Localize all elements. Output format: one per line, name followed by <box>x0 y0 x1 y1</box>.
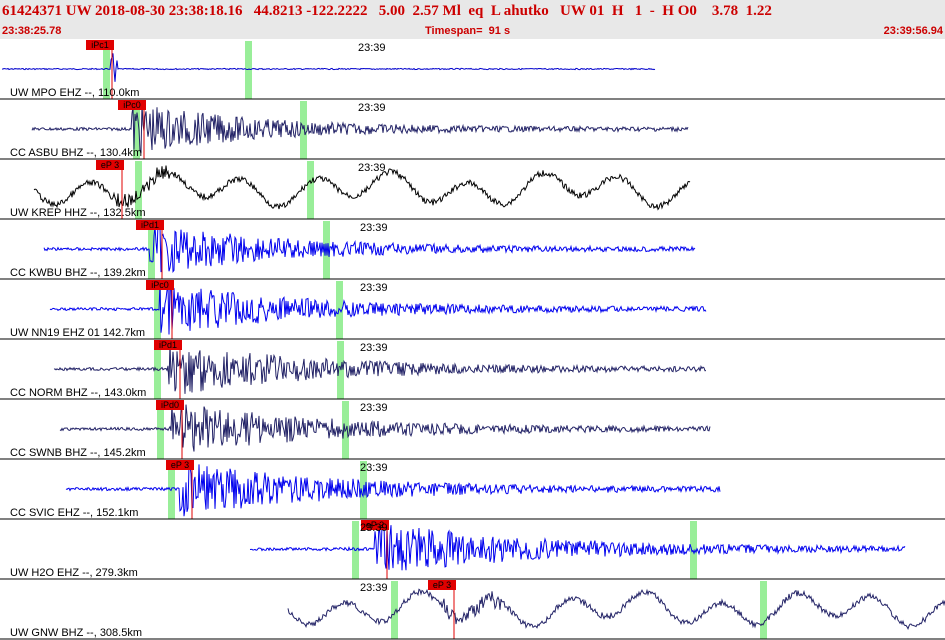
trace-panel[interactable]: iPd1 23:39 CC NORM BHZ --, 143.0km <box>0 340 945 400</box>
trace-panel[interactable]: iPc0 23:39 CC ASBU BHZ --, 130.4km <box>0 100 945 160</box>
seismogram-trace <box>1 53 656 82</box>
seismogram-trace <box>287 588 945 630</box>
station-label: UW KREP HHZ --, 132.5km <box>10 207 146 219</box>
pick-label: eP 2 <box>366 520 384 530</box>
pick-label: iPd1 <box>141 220 159 230</box>
station-label: CC ASBU BHZ --, 130.4km <box>10 147 142 159</box>
window-end-time: 23:39:56.94 <box>883 25 943 37</box>
phase-window-marker <box>157 401 164 459</box>
pick-label: iPc0 <box>123 100 141 110</box>
phase-window-marker <box>307 161 314 219</box>
timespan-label: Timespan= 91 s <box>425 25 511 37</box>
time-marker-label: 23:39 <box>360 222 388 234</box>
phase-window-marker <box>690 521 697 579</box>
trace-panel[interactable]: eP 223:39 UW H2O EHZ --, 279.3km <box>0 520 945 580</box>
station-label: UW H2O EHZ --, 279.3km <box>10 567 138 579</box>
phase-window-marker <box>133 101 140 159</box>
phase-window-marker <box>336 281 343 339</box>
pick-tag[interactable] <box>136 220 164 230</box>
pick-label: iPc0 <box>151 280 169 290</box>
pick-label: eP 3 <box>433 580 451 590</box>
time-marker-label: 23:39 <box>358 102 386 114</box>
seismogram-trace <box>59 401 711 452</box>
trace-panel[interactable]: eP 3 23:39 UW KREP HHZ --, 132.5km <box>0 160 945 220</box>
seismogram-trace <box>249 524 906 571</box>
phase-window-marker <box>103 41 110 99</box>
pick-tag[interactable] <box>86 40 114 50</box>
station-label: UW GNW BHZ --, 308.5km <box>10 627 142 639</box>
trace-panel[interactable]: iPd1 23:39 CC KWBU BHZ --, 139.2km <box>0 220 945 280</box>
time-marker-label: 23:39 <box>360 522 388 534</box>
phase-window-marker <box>300 101 307 159</box>
pick-tag[interactable] <box>156 400 184 410</box>
phase-window-marker <box>760 581 767 639</box>
trace-panel[interactable]: iPc0 23:39 UW NN19 EHZ 01 142.7km <box>0 280 945 340</box>
pick-tag[interactable] <box>166 460 194 470</box>
pick-tag[interactable] <box>96 160 124 170</box>
time-marker-label: 23:39 <box>360 342 388 354</box>
seismogram-trace <box>49 283 707 335</box>
phase-window-marker <box>135 161 142 219</box>
phase-window-marker <box>245 41 252 99</box>
time-marker-label: 23:39 <box>360 402 388 414</box>
pick-tag[interactable] <box>154 340 182 350</box>
pick-tag[interactable] <box>146 280 174 290</box>
pick-label: iPc1 <box>91 40 109 50</box>
time-marker-label: 23:39 <box>360 582 388 594</box>
pick-label: iPd1 <box>159 340 177 350</box>
seismogram-trace <box>43 223 696 274</box>
seismogram-trace <box>33 165 691 211</box>
seismogram-trace <box>53 342 707 394</box>
pick-label: eP 3 <box>171 460 189 470</box>
trace-panel[interactable]: eP 3 23:39 CC SVIC EHZ --, 152.1km <box>0 460 945 520</box>
pick-tag[interactable] <box>361 520 389 530</box>
time-marker-label: 23:39 <box>358 42 386 54</box>
phase-window-marker <box>148 221 155 279</box>
pick-label: iPd0 <box>161 400 179 410</box>
event-header: 61424371 UW 2018-08-30 23:38:18.16 44.82… <box>0 0 945 39</box>
time-marker-label: 23:39 <box>358 162 386 174</box>
time-marker-label: 23:39 <box>360 462 388 474</box>
pick-tag[interactable] <box>118 100 146 110</box>
station-label: CC KWBU BHZ --, 139.2km <box>10 267 146 279</box>
trace-panel[interactable]: eP 3 23:39 UW GNW BHZ --, 308.5km <box>0 580 945 640</box>
station-label: CC SWNB BHZ --, 145.2km <box>10 447 146 459</box>
trace-panel[interactable]: iPc1 23:39 UW MPO EHZ --, 110.0km <box>0 40 945 100</box>
station-label: CC NORM BHZ --, 143.0km <box>10 387 146 399</box>
trace-panel[interactable]: iPd0 23:39 CC SWNB BHZ --, 145.2km <box>0 400 945 460</box>
station-label: UW MPO EHZ --, 110.0km <box>10 87 139 99</box>
seismogram-trace <box>65 464 721 517</box>
phase-window-marker <box>391 581 398 639</box>
window-start-time: 23:38:25.78 <box>2 25 62 37</box>
station-label: CC SVIC EHZ --, 152.1km <box>10 507 138 519</box>
station-label: UW NN19 EHZ 01 142.7km <box>10 327 145 339</box>
time-marker-label: 23:39 <box>360 282 388 294</box>
pick-tag[interactable] <box>428 580 456 590</box>
pick-label: eP 3 <box>101 160 119 170</box>
seismogram-trace <box>31 103 689 154</box>
event-summary: 61424371 UW 2018-08-30 23:38:18.16 44.82… <box>2 3 772 19</box>
